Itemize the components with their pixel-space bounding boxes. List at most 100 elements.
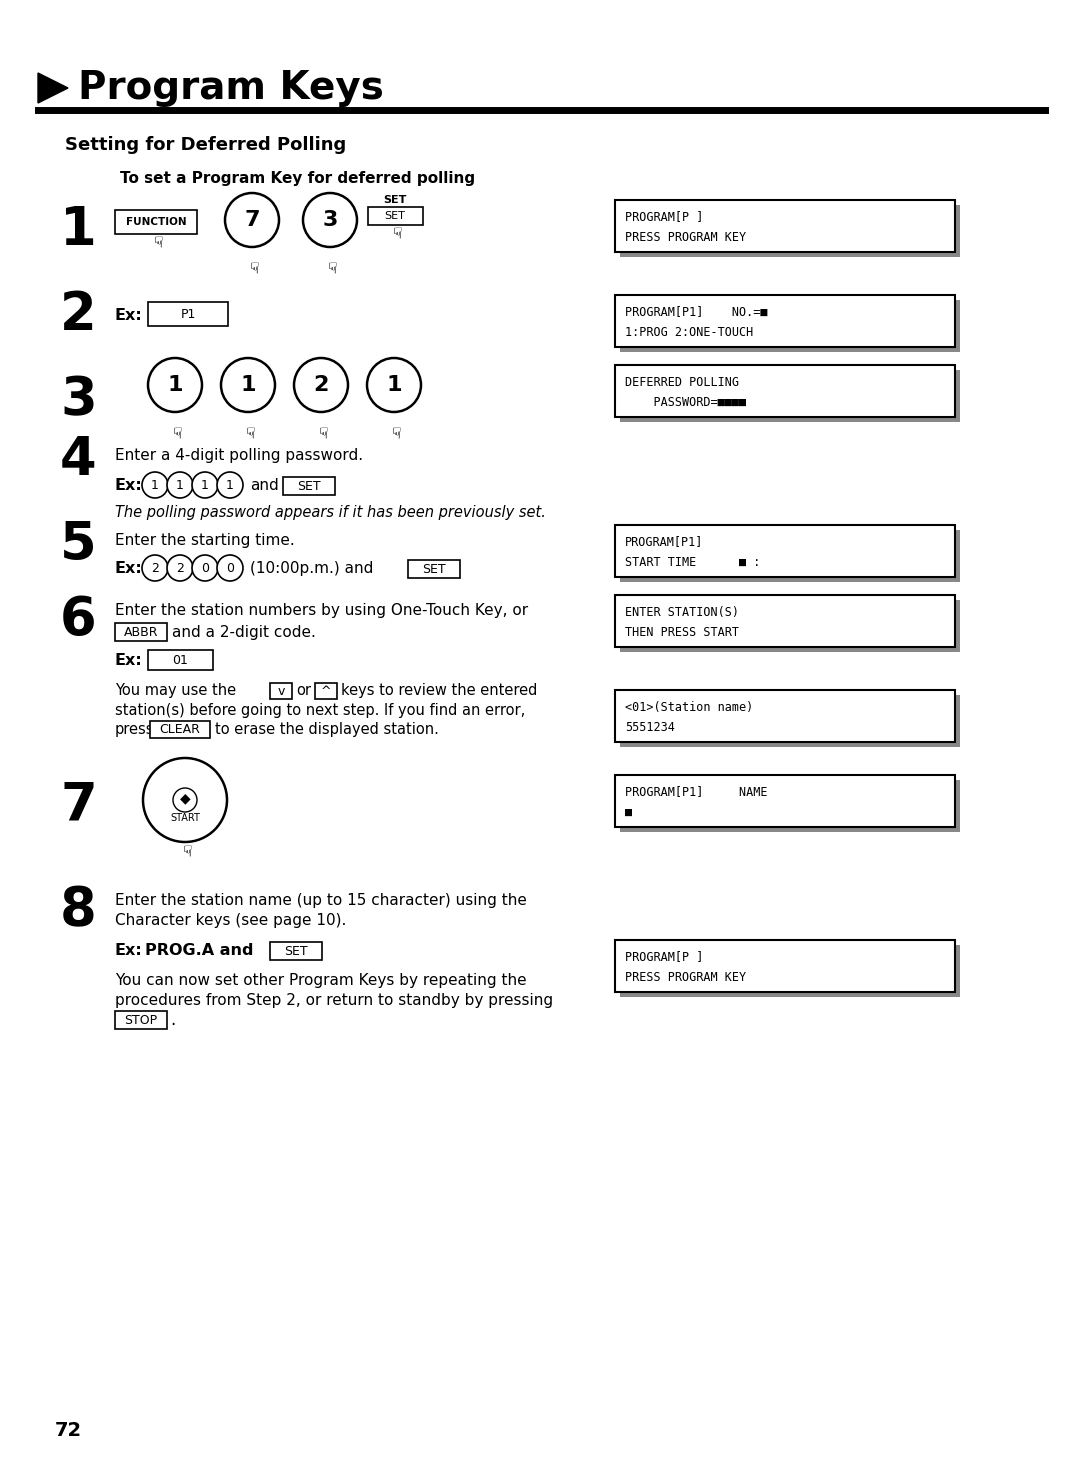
FancyBboxPatch shape: [408, 560, 460, 577]
Circle shape: [217, 472, 243, 498]
Polygon shape: [38, 73, 68, 103]
Text: keys to review the entered: keys to review the entered: [341, 683, 538, 698]
Circle shape: [173, 787, 197, 812]
Text: SET: SET: [284, 945, 308, 958]
Text: PROGRAM[P1]     NAME: PROGRAM[P1] NAME: [625, 786, 768, 799]
Text: ☞: ☞: [244, 261, 259, 275]
Text: You can now set other Program Keys by repeating the: You can now set other Program Keys by re…: [114, 972, 527, 987]
Text: ☞: ☞: [387, 426, 402, 439]
Text: ABBR: ABBR: [124, 626, 159, 639]
Text: START: START: [170, 812, 200, 823]
Text: PROG.A and: PROG.A and: [145, 943, 254, 958]
Text: 1: 1: [226, 479, 234, 492]
Text: or: or: [296, 683, 311, 698]
Text: 2: 2: [313, 375, 328, 395]
Text: 5551234: 5551234: [625, 720, 675, 733]
FancyBboxPatch shape: [620, 300, 960, 353]
FancyBboxPatch shape: [615, 295, 955, 347]
Text: The polling password appears if it has been previously set.: The polling password appears if it has b…: [114, 504, 545, 520]
FancyBboxPatch shape: [283, 477, 335, 495]
Text: PASSWORD=■■■■: PASSWORD=■■■■: [625, 395, 746, 408]
Circle shape: [167, 472, 193, 498]
Text: 8: 8: [60, 884, 97, 936]
Text: ☞: ☞: [313, 426, 328, 439]
Circle shape: [143, 758, 227, 842]
FancyBboxPatch shape: [114, 623, 167, 640]
FancyBboxPatch shape: [620, 695, 960, 748]
FancyBboxPatch shape: [150, 721, 210, 737]
Text: station(s) before going to next step. If you find an error,: station(s) before going to next step. If…: [114, 702, 525, 717]
FancyBboxPatch shape: [148, 649, 213, 670]
Text: 5: 5: [60, 519, 96, 571]
Text: ☞: ☞: [241, 426, 256, 439]
FancyBboxPatch shape: [148, 303, 228, 326]
Text: 4: 4: [60, 433, 96, 486]
Text: 6: 6: [60, 593, 97, 646]
Text: SET: SET: [384, 212, 405, 220]
Text: procedures from Step 2, or return to standby by pressing: procedures from Step 2, or return to sta…: [114, 993, 553, 1008]
Text: ENTER STATION(S): ENTER STATION(S): [625, 605, 739, 618]
Text: SET: SET: [383, 195, 407, 206]
FancyBboxPatch shape: [615, 595, 955, 646]
FancyBboxPatch shape: [615, 940, 955, 992]
Text: FUNCTION: FUNCTION: [125, 217, 187, 228]
Circle shape: [367, 358, 421, 411]
Text: 2: 2: [60, 289, 97, 341]
Text: 1: 1: [201, 479, 208, 492]
FancyBboxPatch shape: [270, 942, 322, 961]
Text: PROGRAM[P1]    NO.=■: PROGRAM[P1] NO.=■: [625, 306, 768, 319]
Circle shape: [141, 555, 168, 582]
Text: Program Keys: Program Keys: [78, 69, 383, 107]
Text: Enter a 4-digit polling password.: Enter a 4-digit polling password.: [114, 448, 363, 463]
Text: 1:PROG 2:ONE-TOUCH: 1:PROG 2:ONE-TOUCH: [625, 326, 753, 338]
Text: SET: SET: [297, 479, 321, 492]
Text: ☞: ☞: [323, 261, 337, 275]
Text: Enter the station numbers by using One-Touch Key, or: Enter the station numbers by using One-T…: [114, 602, 528, 617]
Text: .: .: [170, 1011, 175, 1028]
Text: Ex:: Ex:: [114, 943, 143, 958]
Text: PROGRAM[P1]: PROGRAM[P1]: [625, 536, 703, 548]
Circle shape: [192, 555, 218, 582]
Text: 72: 72: [55, 1421, 82, 1440]
Text: ☞: ☞: [388, 226, 403, 239]
Text: Enter the station name (up to 15 character) using the: Enter the station name (up to 15 charact…: [114, 893, 527, 908]
Text: 7: 7: [60, 779, 97, 831]
Text: to erase the displayed station.: to erase the displayed station.: [215, 721, 438, 736]
FancyBboxPatch shape: [615, 524, 955, 577]
Text: Setting for Deferred Polling: Setting for Deferred Polling: [65, 137, 347, 154]
Text: 7: 7: [244, 210, 260, 231]
Text: Ex:: Ex:: [114, 652, 143, 667]
Circle shape: [303, 192, 357, 247]
Text: 2: 2: [176, 561, 184, 574]
Text: DEFERRED POLLING: DEFERRED POLLING: [625, 376, 739, 388]
Text: Ex:: Ex:: [114, 477, 143, 492]
Circle shape: [192, 472, 218, 498]
Text: <01>(Station name): <01>(Station name): [625, 701, 753, 714]
Text: 3: 3: [60, 375, 97, 426]
FancyBboxPatch shape: [620, 370, 960, 422]
Text: You may use the: You may use the: [114, 683, 237, 698]
Text: ^: ^: [321, 685, 332, 698]
FancyBboxPatch shape: [615, 776, 955, 827]
FancyBboxPatch shape: [615, 690, 955, 742]
Text: press: press: [114, 721, 154, 736]
FancyBboxPatch shape: [114, 1011, 167, 1028]
Text: Character keys (see page 10).: Character keys (see page 10).: [114, 912, 347, 927]
Text: 2: 2: [151, 561, 159, 574]
Text: STOP: STOP: [124, 1014, 158, 1027]
FancyBboxPatch shape: [270, 683, 292, 699]
Text: 1: 1: [167, 375, 183, 395]
Text: SET: SET: [422, 563, 446, 576]
Text: PRESS PROGRAM KEY: PRESS PROGRAM KEY: [625, 231, 746, 244]
Text: Enter the starting time.: Enter the starting time.: [114, 532, 295, 548]
Text: 1: 1: [60, 204, 97, 256]
Text: 1: 1: [387, 375, 402, 395]
Circle shape: [294, 358, 348, 411]
Text: 1: 1: [151, 479, 159, 492]
Text: 01: 01: [173, 654, 188, 667]
Text: ☞: ☞: [177, 845, 192, 858]
Text: v: v: [278, 685, 285, 698]
Text: START TIME      ■ :: START TIME ■ :: [625, 555, 760, 569]
Circle shape: [167, 555, 193, 582]
Text: and a 2-digit code.: and a 2-digit code.: [172, 624, 315, 639]
